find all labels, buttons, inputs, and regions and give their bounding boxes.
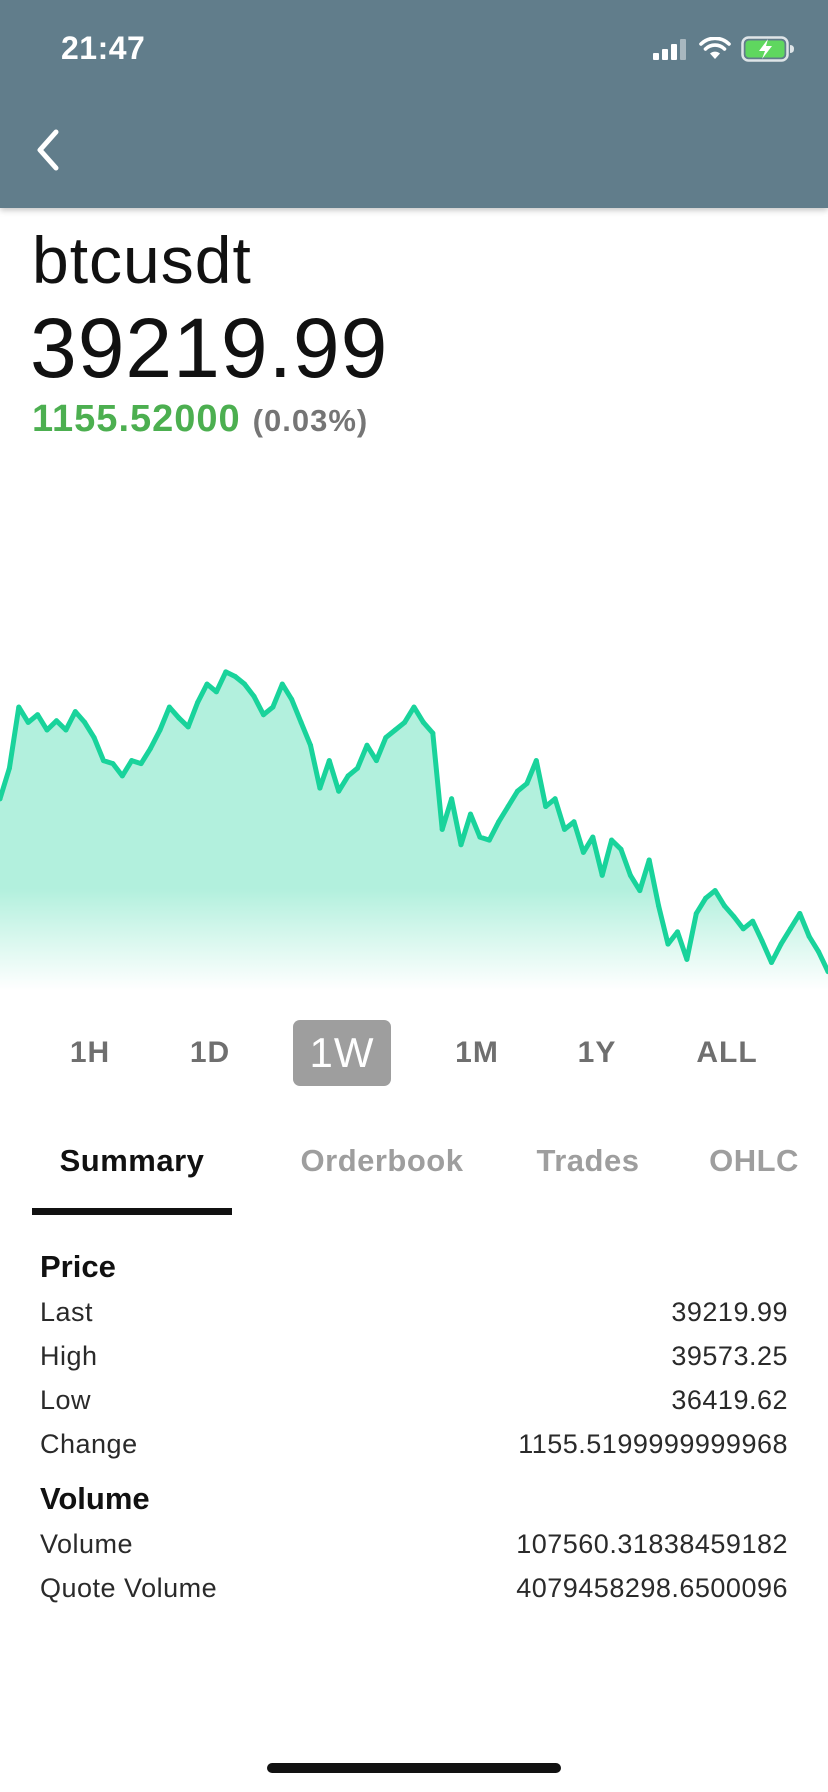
summary-panel: Price Last 39219.99 High 39573.25 Low 36…: [40, 1240, 788, 1610]
status-icons: [653, 36, 795, 62]
summary-label: Quote Volume: [40, 1572, 218, 1603]
summary-row-volume: Volume 107560.31838459182: [40, 1522, 788, 1566]
range-button-1y[interactable]: 1Y: [577, 1036, 617, 1069]
range-button-all[interactable]: ALL: [696, 1036, 758, 1069]
summary-label: Low: [40, 1384, 92, 1415]
summary-label: Volume: [40, 1528, 134, 1559]
back-button[interactable]: [24, 120, 72, 180]
tab-ohlc[interactable]: OHLC: [709, 1143, 799, 1178]
section-title-volume: Volume: [40, 1481, 150, 1516]
status-time: 21:47: [61, 30, 146, 66]
summary-value: 39573.25: [671, 1340, 788, 1371]
wifi-icon: [699, 37, 731, 59]
price-change-percent: (0.03%): [252, 403, 369, 438]
summary-row-quote-volume: Quote Volume 4079458298.6500096: [40, 1566, 788, 1610]
range-button-1d[interactable]: 1D: [189, 1036, 231, 1069]
summary-value: 39219.99: [671, 1296, 788, 1327]
summary-label: High: [40, 1340, 98, 1371]
range-button-1h[interactable]: 1H: [69, 1036, 111, 1069]
summary-value: 36419.62: [671, 1384, 788, 1415]
price-chart[interactable]: [0, 470, 828, 990]
home-indicator: [267, 1763, 561, 1773]
signal-icon: [653, 39, 686, 60]
detail-tabs: Summary Orderbook Trades OHLC: [0, 1130, 828, 1216]
ticker-price: 39219.99: [30, 301, 389, 395]
price-change-value: 1155.52000: [32, 398, 241, 440]
range-selector: 1H 1D 1W 1M 1Y ALL: [0, 1020, 828, 1086]
summary-label: Last: [40, 1296, 94, 1327]
summary-label: Change: [40, 1428, 138, 1459]
app-header: 21:47: [0, 0, 828, 208]
tab-orderbook[interactable]: Orderbook: [300, 1143, 464, 1178]
summary-row-change: Change 1155.5199999999968: [40, 1422, 788, 1466]
ticker-symbol: btcusdt: [32, 223, 252, 297]
tab-trades[interactable]: Trades: [536, 1143, 640, 1178]
summary-value: 4079458298.6500096: [516, 1572, 788, 1603]
range-button-1w[interactable]: 1W: [293, 1020, 391, 1086]
summary-value: 1155.5199999999968: [518, 1428, 788, 1459]
section-title-price: Price: [40, 1249, 116, 1284]
summary-value: 107560.31838459182: [516, 1528, 788, 1559]
battery-charging-icon: [741, 36, 794, 62]
tab-active-indicator: [32, 1208, 232, 1215]
summary-row-low: Low 36419.62: [40, 1378, 788, 1422]
summary-row-high: High 39573.25: [40, 1334, 788, 1378]
chevron-left-icon: [37, 129, 59, 171]
chart-series-line: [0, 669, 828, 975]
tab-summary[interactable]: Summary: [59, 1143, 205, 1178]
price-change-row: 1155.52000 (0.03%): [32, 398, 368, 441]
summary-row-last: Last 39219.99: [40, 1290, 788, 1334]
range-button-1m[interactable]: 1M: [455, 1036, 499, 1069]
chart-area-fill: [0, 671, 828, 990]
